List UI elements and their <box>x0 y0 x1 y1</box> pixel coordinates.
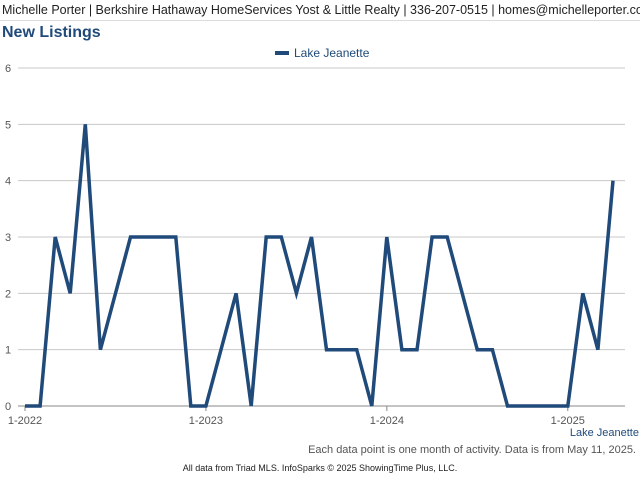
data-point-8-2024 <box>490 348 494 352</box>
header-contact-text: Michelle Porter | Berkshire Hathaway Hom… <box>2 3 640 17</box>
data-point-1-2025 <box>566 404 570 408</box>
y-tick-label-6: 6 <box>5 63 11 75</box>
data-point-2-2023 <box>219 348 223 352</box>
data-point-2-2025 <box>581 291 585 295</box>
data-point-5-2022 <box>83 122 87 126</box>
data-point-1-2023 <box>204 404 208 408</box>
y-tick-label-1: 1 <box>5 345 11 357</box>
y-tick-label-0: 0 <box>5 401 11 413</box>
legend[interactable]: Lake Jeanette <box>275 46 370 60</box>
data-point-12-2023 <box>370 404 374 408</box>
data-point-7-2022 <box>113 291 117 295</box>
data-point-2-2022 <box>38 404 42 408</box>
x-tick-label-1-2023: 1-2023 <box>189 415 223 427</box>
data-point-3-2025 <box>596 348 600 352</box>
x-tick-label-1-2024: 1-2024 <box>370 415 404 427</box>
line-chart: 0 1 2 3 4 5 6 1-2022 1-2023 1-2024 1-2025 Lake Je… <box>5 46 639 439</box>
data-point-9-2022 <box>144 235 148 239</box>
data-point-10-2024 <box>521 404 525 408</box>
data-credit: All data from Triad MLS. InfoSparks © 20… <box>182 463 458 473</box>
y-axis-ticks: 0 1 2 3 4 5 6 <box>5 63 11 413</box>
series-end-label: Lake Jeanette <box>570 427 639 439</box>
data-point-10-2022 <box>159 235 163 239</box>
grid-lines <box>18 67 625 407</box>
data-point-6-2024 <box>460 291 464 295</box>
data-point-4-2025 <box>611 179 615 183</box>
data-point-4-2024 <box>430 235 434 239</box>
chart-title: New Listings <box>2 24 101 41</box>
y-tick-label-4: 4 <box>5 176 11 188</box>
data-point-1-2022 <box>23 404 27 408</box>
data-point-10-2023 <box>340 348 344 352</box>
data-point-11-2022 <box>174 235 178 239</box>
data-note: Each data point is one month of activity… <box>308 444 636 456</box>
x-axis-ticks: 1-2022 1-2023 1-2024 1-2025 <box>8 406 585 427</box>
x-tick-label-1-2022: 1-2022 <box>8 415 42 427</box>
data-point-12-2024 <box>551 404 555 408</box>
data-point-8-2023 <box>309 235 313 239</box>
data-point-7-2024 <box>475 348 479 352</box>
data-point-6-2023 <box>279 235 283 239</box>
data-point-3-2022 <box>53 235 57 239</box>
data-point-3-2023 <box>234 291 238 295</box>
series-line-lake-jeanette <box>25 124 615 408</box>
data-point-2-2024 <box>400 348 404 352</box>
data-point-5-2024 <box>445 235 449 239</box>
data-point-11-2023 <box>355 348 359 352</box>
data-point-1-2024 <box>385 235 389 239</box>
data-point-11-2024 <box>536 404 540 408</box>
data-point-3-2024 <box>415 348 419 352</box>
data-point-5-2023 <box>264 235 268 239</box>
y-tick-label-5: 5 <box>5 119 11 131</box>
data-point-12-2022 <box>189 404 193 408</box>
x-tick-label-1-2025: 1-2025 <box>551 415 585 427</box>
series-layer <box>23 122 615 408</box>
data-point-4-2023 <box>249 404 253 408</box>
data-point-7-2023 <box>294 291 298 295</box>
y-tick-label-3: 3 <box>5 232 11 244</box>
data-point-6-2022 <box>98 348 102 352</box>
data-point-9-2023 <box>325 348 329 352</box>
y-tick-label-2: 2 <box>5 288 11 300</box>
series-end-label-layer: Lake Jeanette <box>570 427 639 439</box>
header-bar: Michelle Porter | Berkshire Hathaway Hom… <box>0 0 640 21</box>
data-point-9-2024 <box>505 404 509 408</box>
legend-label: Lake Jeanette <box>294 46 370 60</box>
data-point-8-2022 <box>129 235 133 239</box>
data-point-4-2022 <box>68 291 72 295</box>
